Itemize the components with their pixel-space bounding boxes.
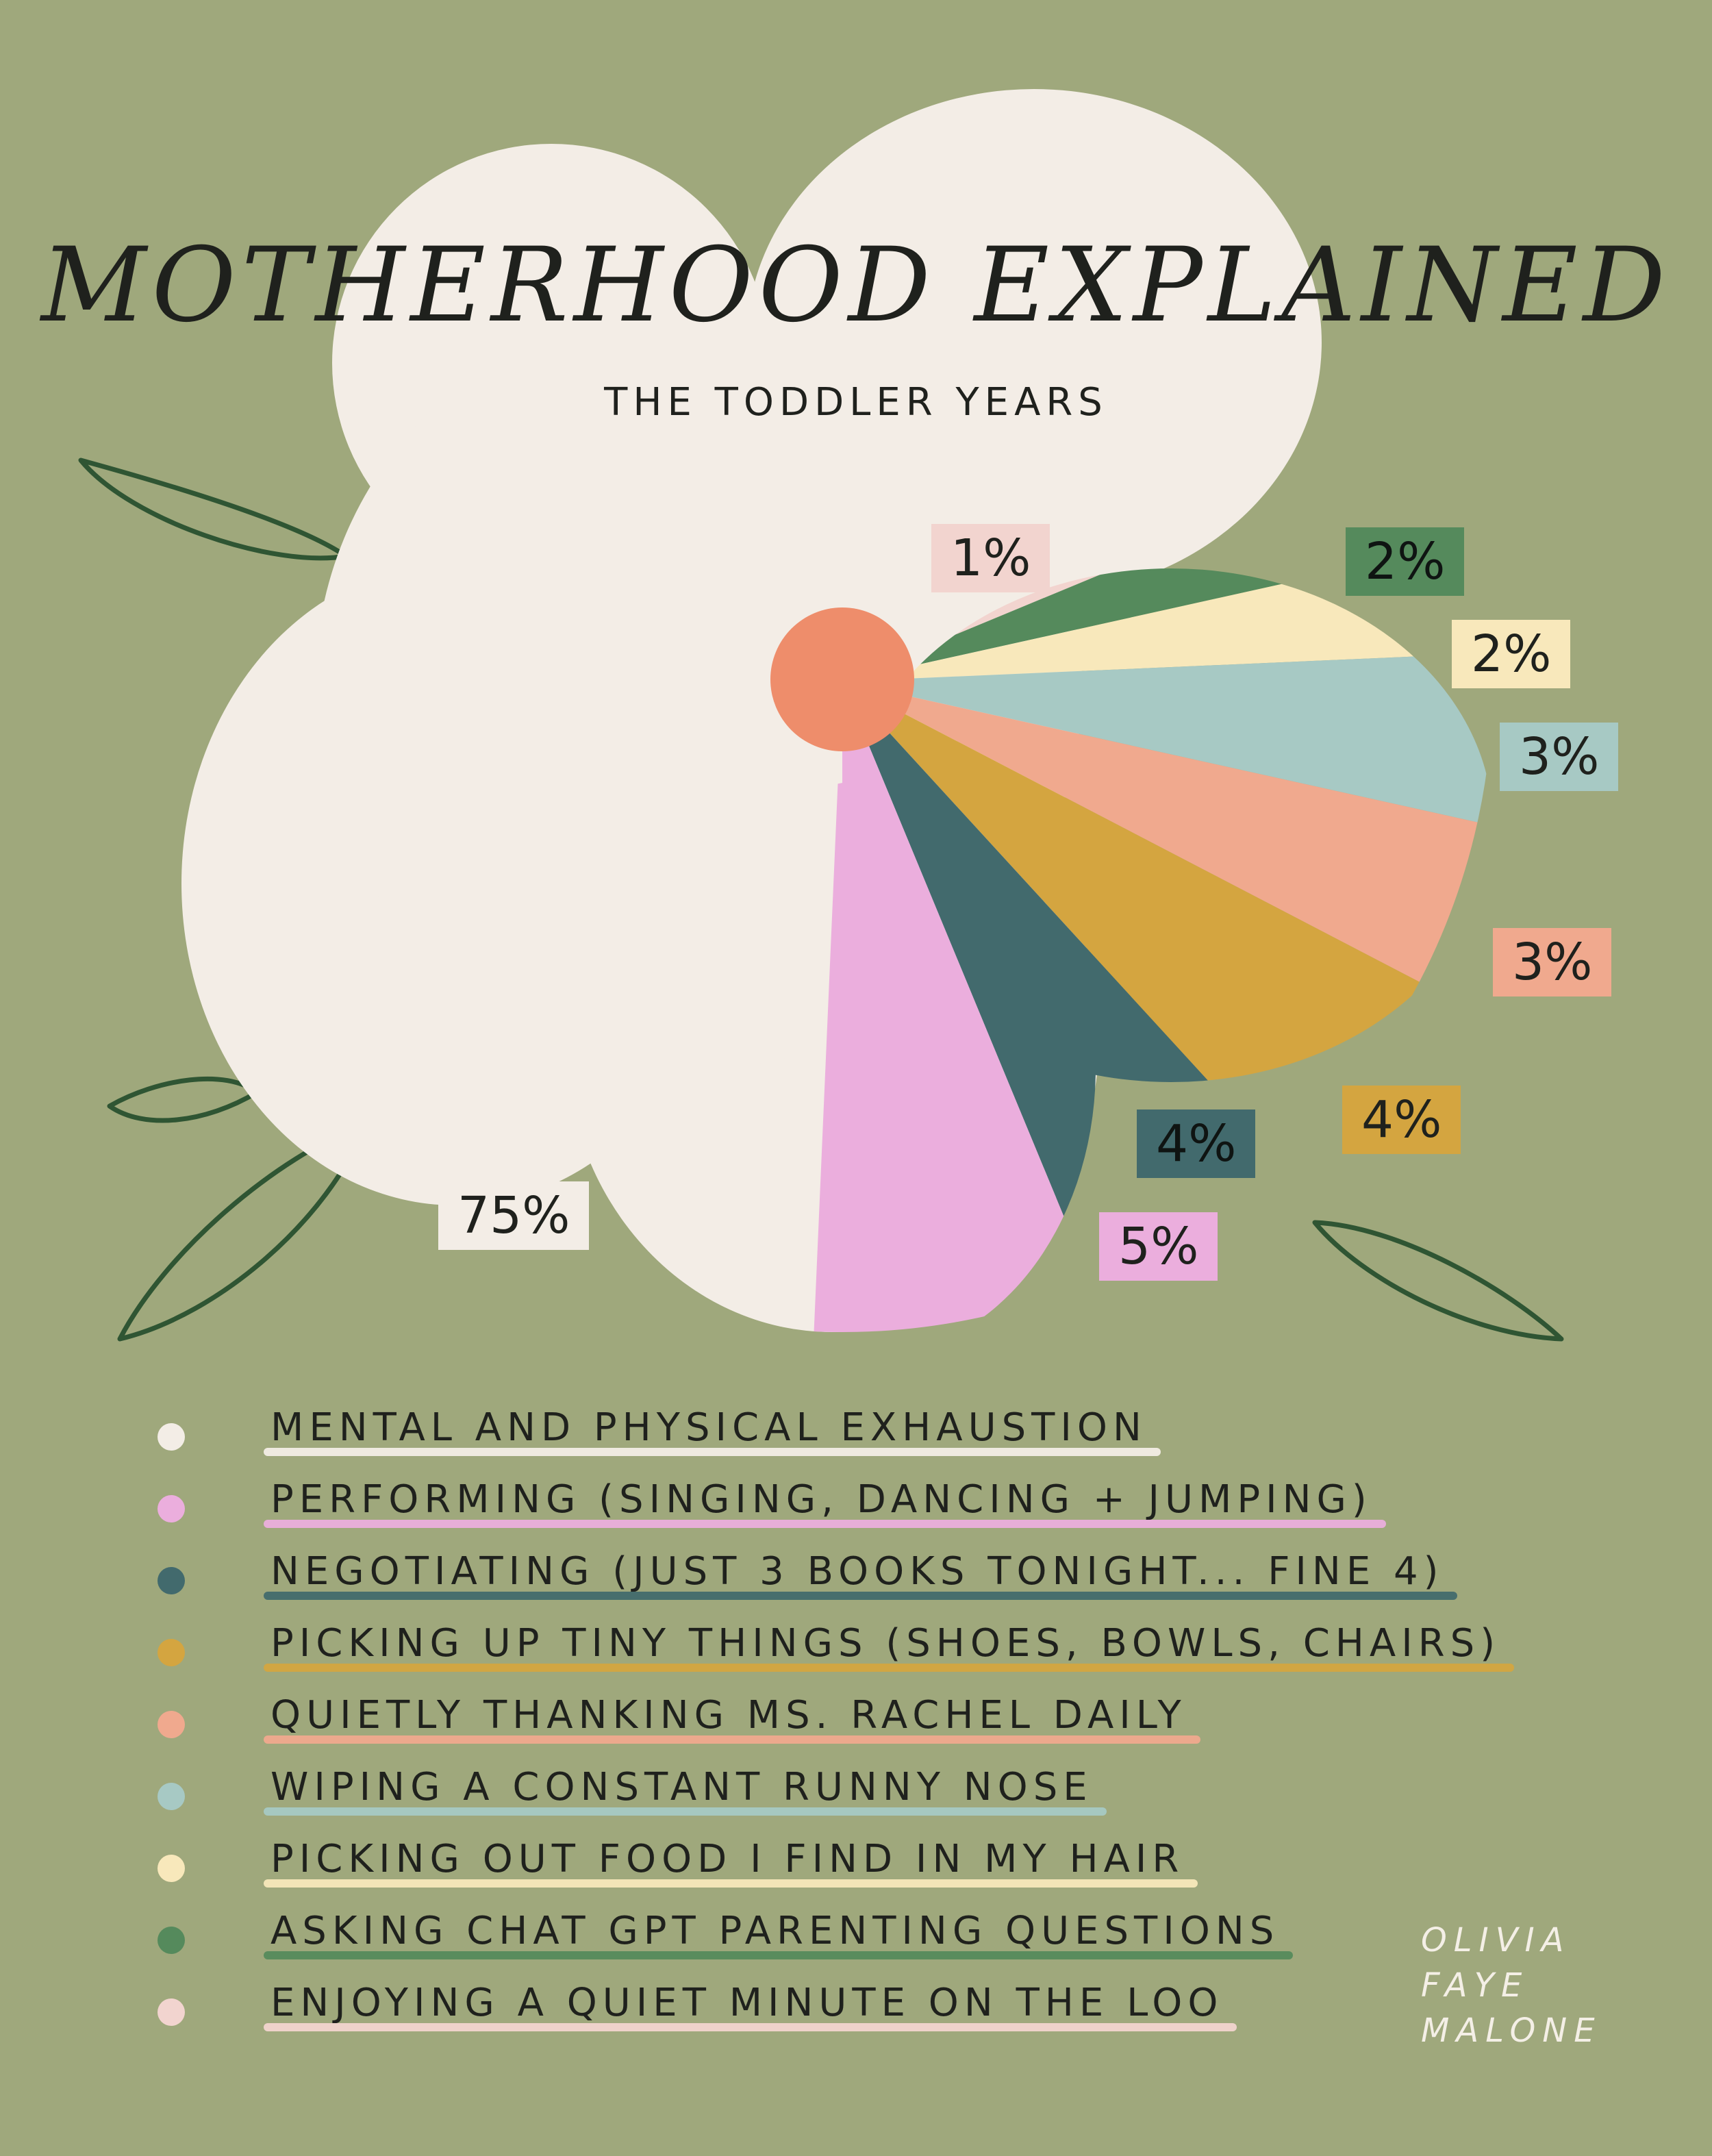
legend-label: WIPING A CONSTANT RUNNY NOSE [264, 1764, 1107, 1816]
legend-label: NEGOTIATING (JUST 3 BOOKS TONIGHT... FIN… [264, 1548, 1458, 1600]
slice-5 [814, 681, 1092, 1333]
legend-label: ENJOYING A QUIET MINUTE ON THE LOO [264, 1979, 1237, 2031]
legend-swatch [158, 1998, 185, 2026]
slice-4 [842, 681, 1420, 1162]
slice-2 [842, 568, 1478, 681]
legend-label: PICKING UP TINY THINGS (SHOES, BOWLS, CH… [264, 1620, 1515, 1672]
chart-title: MOTHERHOOD EXPLAINED [41, 226, 1671, 345]
leaf-outline [78, 457, 349, 561]
legend-swatch [158, 1927, 185, 1954]
value-label: 75% [438, 1181, 590, 1250]
legend-swatch [158, 1423, 185, 1451]
legend-swatch [158, 1855, 185, 1882]
value-label: 4% [1342, 1086, 1461, 1154]
signature-line: FAYE [1421, 1966, 1529, 2005]
signature-line: OLIVIA [1421, 1921, 1571, 1959]
value-label: 5% [1099, 1212, 1218, 1281]
artist-signature: OLIVIA FAYE MALONE [1421, 1918, 1602, 2053]
value-label: 4% [1137, 1110, 1256, 1178]
legend-label: MENTAL AND PHYSICAL EXHAUSTION [264, 1404, 1161, 1456]
legend-swatch [158, 1639, 185, 1666]
legend-swatch [158, 1495, 185, 1522]
legend-swatch [158, 1567, 185, 1594]
slice-3 [842, 681, 1478, 982]
value-label: 3% [1493, 928, 1612, 996]
legend-label: PICKING OUT FOOD I FIND IN MY HAIR [264, 1835, 1198, 1888]
legend-label: ASKING CHAT GPT PARENTING QUESTIONS [264, 1907, 1294, 1959]
legend-swatch [158, 1711, 185, 1738]
leaf-outline [107, 1076, 260, 1123]
signature-line: MALONE [1421, 2011, 1602, 2050]
legend-swatch [158, 1783, 185, 1810]
chart-subtitle: THE TODDLER YEARS [604, 380, 1108, 425]
legend-label: QUIETLY THANKING MS. RACHEL DAILY [264, 1692, 1200, 1744]
value-label: 1% [931, 524, 1050, 592]
value-label: 2% [1346, 527, 1465, 596]
legend-label: PERFORMING (SINGING, DANCING + JUMPING) [264, 1476, 1386, 1528]
flower-center [770, 607, 914, 751]
value-label: 2% [1452, 620, 1571, 688]
leaf-outline [1312, 1220, 1564, 1342]
value-label: 3% [1500, 723, 1619, 791]
slice-3 [842, 653, 1493, 823]
